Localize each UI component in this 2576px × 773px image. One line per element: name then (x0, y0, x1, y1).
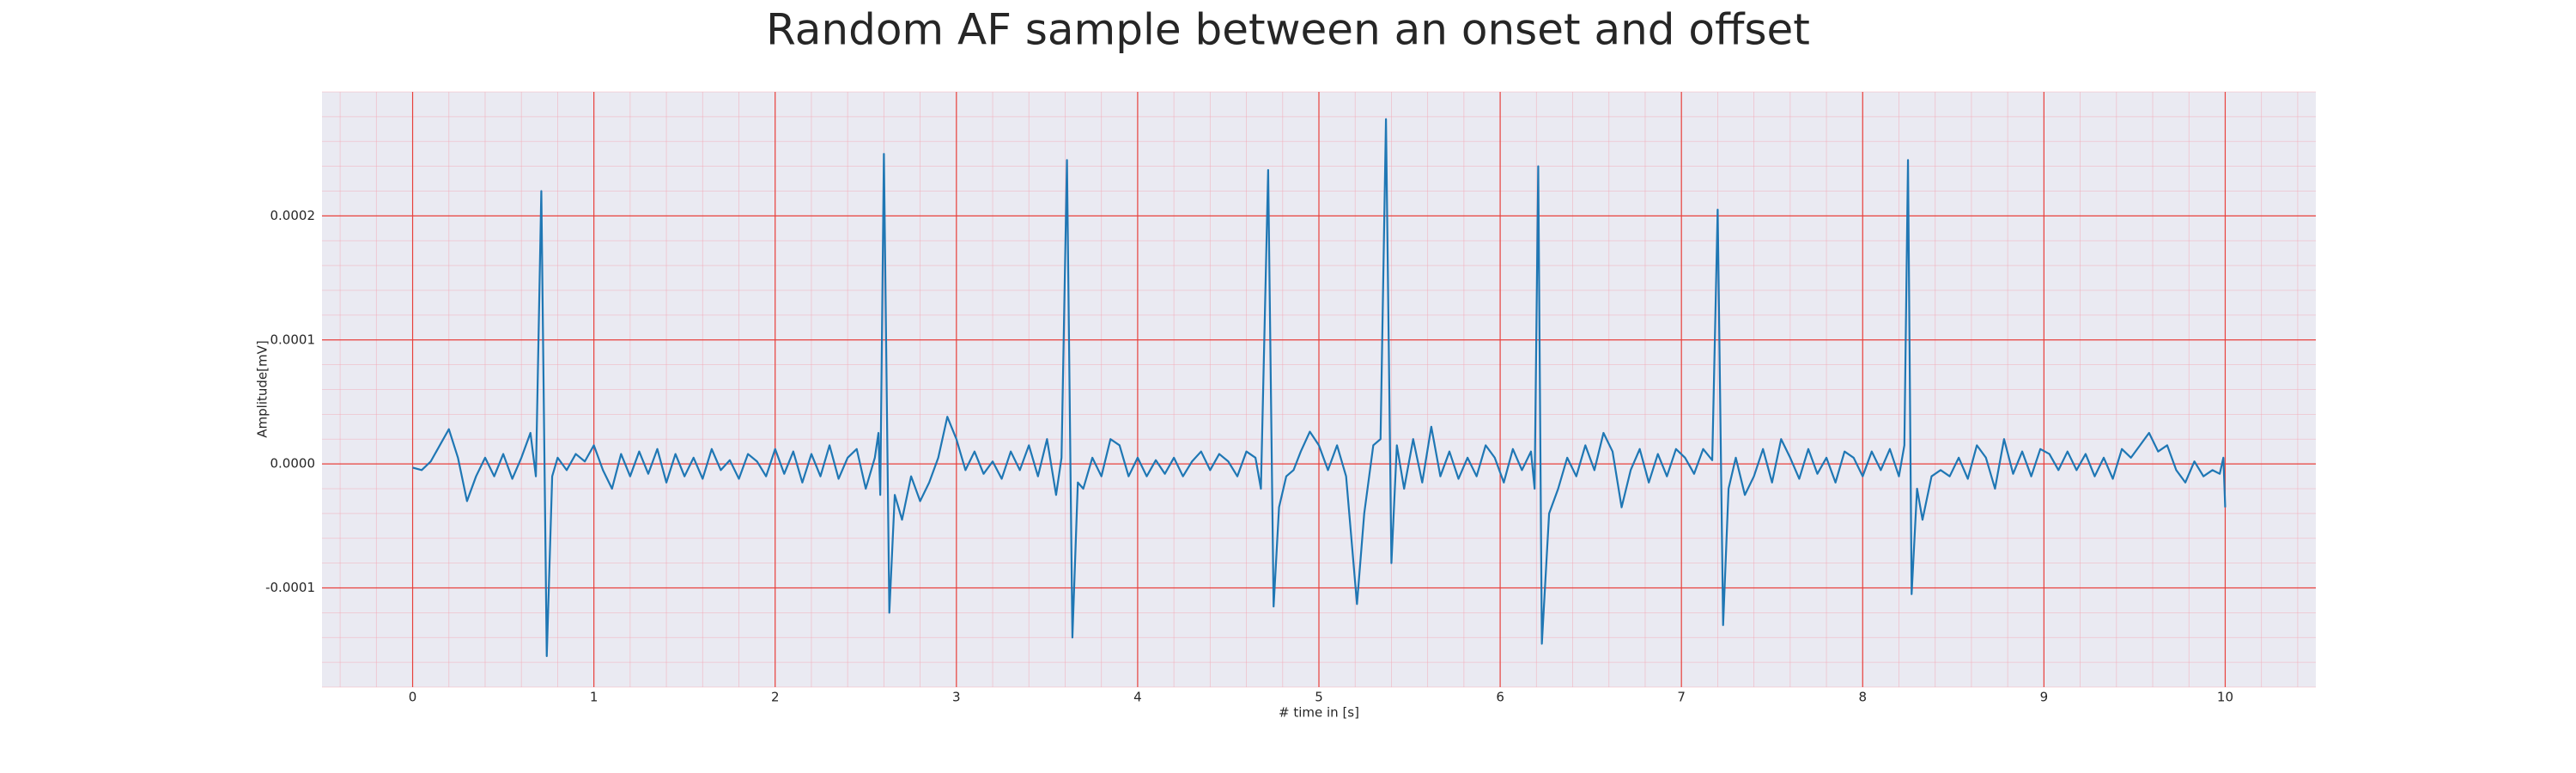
y-tick-label: -0.0001 (265, 580, 315, 595)
x-tick-label: 0 (409, 690, 417, 705)
x-tick-label: 10 (2217, 690, 2233, 705)
x-tick-label: 6 (1496, 690, 1504, 705)
y-axis-label: Amplitude[mV] (255, 340, 270, 437)
x-tick-label: 8 (1858, 690, 1867, 705)
marks (412, 118, 2227, 658)
y-tick-label: 0.0000 (270, 456, 316, 472)
y-tick-label: 0.0001 (270, 332, 316, 347)
x-tick-label: 3 (952, 690, 961, 705)
x-tick-label: 2 (771, 690, 780, 705)
labels: 0 1 2 3 4 5 6 7 8 9 10 -0.0001 0.0000 0.0001 0.0002 (265, 208, 2233, 705)
x-tick-label: 7 (1677, 690, 1686, 705)
chart-title: Random AF sample between an onset and of… (766, 5, 1810, 55)
x-axis-label: # time in [s] (1279, 705, 1359, 721)
x-tick-label: 5 (1315, 690, 1323, 705)
x-tick-label: 1 (590, 690, 598, 705)
x-tick-label: 4 (1133, 690, 1142, 705)
y-tick-label: 0.0002 (270, 208, 316, 223)
grid (322, 91, 2316, 688)
ecg-line (412, 118, 2227, 658)
x-tick-label: 9 (2040, 690, 2049, 705)
